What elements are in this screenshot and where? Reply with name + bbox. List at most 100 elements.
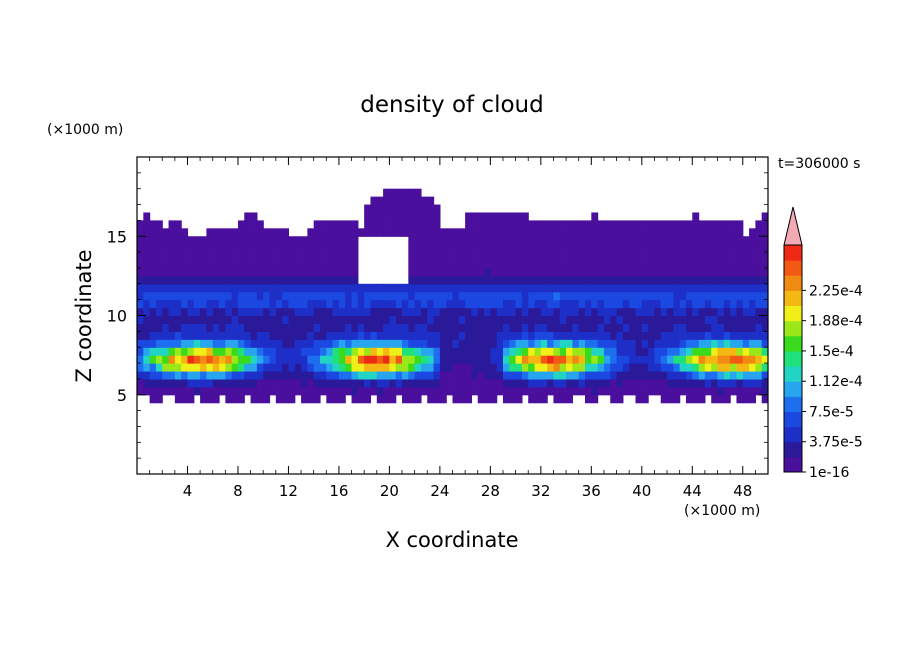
- x-tick-label: 4: [183, 482, 193, 500]
- field-cell: [439, 315, 447, 325]
- field-cell: [654, 252, 662, 261]
- field-cell: [275, 236, 283, 245]
- field-cell: [174, 363, 182, 372]
- field-cell: [553, 275, 561, 285]
- field-cell: [465, 275, 473, 285]
- field-cell: [755, 260, 763, 269]
- field-cell: [231, 315, 239, 325]
- field-cell: [155, 236, 163, 245]
- field-cell: [641, 267, 649, 277]
- field-cell: [515, 283, 523, 293]
- field-cell: [553, 236, 561, 245]
- field-cell: [439, 299, 447, 309]
- field-cell: [345, 260, 353, 269]
- field-cell: [181, 228, 189, 237]
- field-cell: [730, 236, 738, 245]
- field-cell: [629, 347, 637, 356]
- field-cell: [193, 386, 201, 396]
- field-cell: [591, 394, 599, 404]
- field-cell: [502, 323, 510, 332]
- field-cell: [547, 355, 555, 364]
- field-cell: [402, 386, 409, 396]
- field-cell: [351, 291, 359, 301]
- field-cell: [212, 260, 220, 269]
- field-cell: [282, 386, 290, 396]
- field-cell: [723, 299, 731, 309]
- field-cell: [711, 386, 719, 396]
- field-cell: [395, 378, 403, 388]
- field-cell: [433, 212, 441, 221]
- field-cell: [376, 347, 384, 356]
- field-cell: [610, 386, 618, 396]
- field-cell: [641, 363, 649, 372]
- field-cell: [698, 275, 706, 285]
- field-cell: [761, 291, 768, 301]
- field-cell: [490, 386, 498, 396]
- field-cell: [692, 212, 700, 221]
- field-cell: [193, 267, 201, 277]
- field-cell: [275, 378, 283, 388]
- field-cell: [288, 236, 296, 245]
- field-cell: [414, 394, 422, 404]
- field-cell: [338, 228, 346, 237]
- field-cell: [326, 378, 334, 388]
- colorbar-label: 2.25e-4: [809, 283, 863, 299]
- field-cell: [319, 347, 327, 356]
- x-tick-label: 40: [632, 482, 651, 500]
- field-cell: [231, 378, 239, 388]
- field-cell: [338, 220, 346, 229]
- field-cell: [654, 315, 662, 325]
- field-cell: [685, 347, 693, 356]
- field-cell: [673, 378, 681, 388]
- field-cell: [723, 370, 731, 380]
- field-cell: [383, 212, 390, 221]
- field-cell: [692, 236, 700, 245]
- field-cell: [742, 267, 750, 277]
- field-cell: [452, 283, 460, 293]
- field-cell: [629, 267, 637, 277]
- field-cell: [427, 347, 435, 356]
- field-cell: [275, 355, 283, 364]
- field-cell: [465, 347, 473, 356]
- field-cell: [313, 323, 321, 332]
- field-cell: [181, 315, 189, 325]
- field-cell: [433, 228, 441, 237]
- x-tick-label: 32: [531, 482, 550, 500]
- field-cell: [603, 228, 611, 237]
- field-cell: [521, 331, 529, 340]
- field-cell: [509, 244, 517, 253]
- field-cell: [755, 323, 763, 332]
- field-cell: [395, 196, 403, 206]
- field-cell: [660, 331, 668, 340]
- field-cell: [458, 323, 466, 332]
- field-cell: [313, 291, 321, 301]
- field-cell: [566, 283, 573, 293]
- field-cell: [635, 331, 643, 340]
- field-cell: [338, 315, 346, 325]
- field-cell: [288, 347, 296, 356]
- field-cell: [219, 299, 226, 309]
- field-cell: [528, 331, 536, 340]
- field-cell: [547, 236, 555, 245]
- field-cell: [572, 370, 580, 380]
- field-cell: [585, 275, 592, 285]
- field-cell: [679, 244, 687, 253]
- field-cell: [420, 355, 428, 364]
- field-cell: [414, 323, 422, 332]
- field-cell: [547, 339, 555, 348]
- field-cell: [616, 355, 624, 364]
- colorbar-frame: [783, 244, 803, 473]
- field-cell: [446, 236, 454, 245]
- field-cell: [263, 307, 271, 317]
- field-cell: [250, 267, 258, 277]
- field-cell: [471, 299, 479, 309]
- field-cell: [433, 267, 441, 277]
- field-cell: [515, 370, 523, 380]
- field-cell: [484, 275, 491, 285]
- field-cell: [206, 267, 214, 277]
- field-cell: [250, 355, 258, 364]
- field-cell: [351, 267, 359, 277]
- field-cell: [528, 252, 536, 261]
- field-cell: [717, 355, 725, 364]
